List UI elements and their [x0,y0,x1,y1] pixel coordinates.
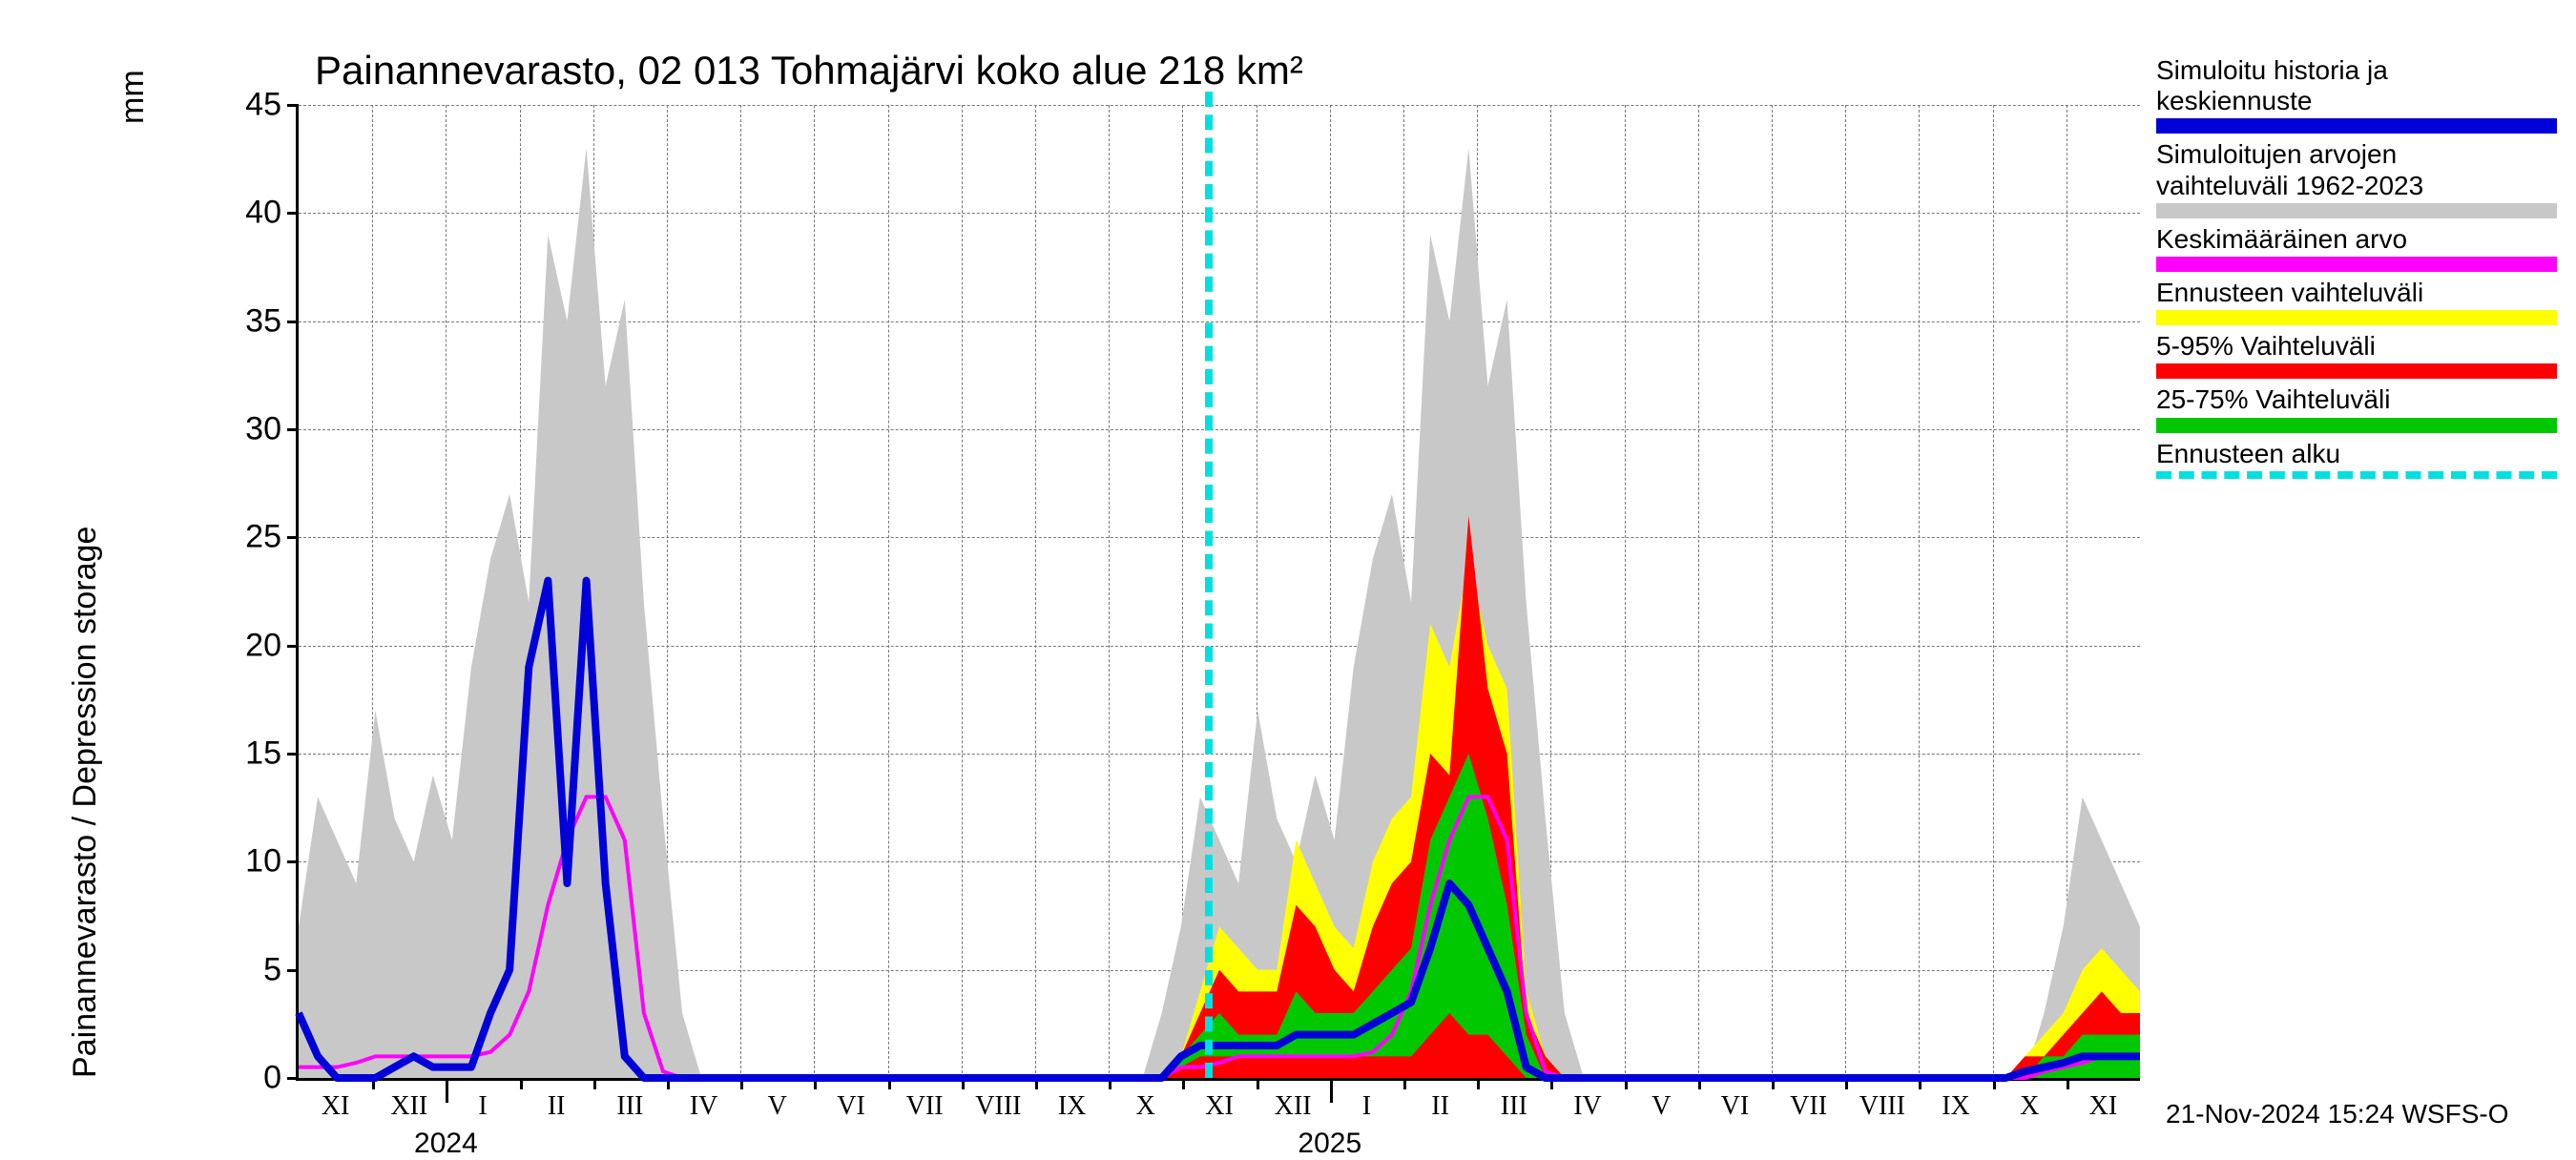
legend-swatch [2156,310,2557,325]
xtick-label: IX [1942,1078,1970,1122]
xtick-label: III [616,1078,643,1122]
legend-item-label: vaihteluväli 1962-2023 [2156,171,2557,201]
legend-item: 25-75% Vaihteluväli [2156,384,2557,432]
legend-item: Keskimääräinen arvo [2156,224,2557,272]
legend-item: Simuloitujen arvojenvaihteluväli 1962-20… [2156,139,2557,218]
xtick-mark [1257,1078,1259,1089]
footer-timestamp: 21-Nov-2024 15:24 WSFS-O [2166,1099,2509,1129]
xtick-label: I [1362,1078,1371,1122]
xtick-mark [1403,1078,1406,1089]
forecast-start-line [1205,92,1213,1078]
xtick-label: X [1136,1078,1155,1122]
xtick-label: VI [837,1078,865,1122]
plot-area: 051015202530354045XIXIIIIIIIIIVVVIVIIVII… [296,105,2140,1081]
xtick-year-label: 2025 [1298,1078,1361,1160]
chart-container: Painannevarasto, 02 013 Tohmajärvi koko … [0,0,2576,1145]
xtick-label: VII [1790,1078,1827,1122]
xtick-label: IV [690,1078,718,1122]
ytick-label: 10 [245,843,299,880]
xtick-label: II [548,1078,566,1122]
legend-item: 5-95% Vaihteluväli [2156,331,2557,379]
ytick-label: 40 [245,195,299,232]
xtick-mark [2067,1078,2069,1089]
legend-item-label: Simuloitujen arvojen [2156,139,2557,170]
xtick-label: II [1431,1078,1449,1122]
xtick-mark [1477,1078,1480,1089]
ytick-label: 45 [245,87,299,124]
legend-swatch [2156,118,2557,134]
legend-swatch [2156,363,2557,379]
legend: Simuloitu historia jakeskiennusteSimuloi… [2156,55,2557,485]
ytick-label: 0 [263,1060,299,1097]
legend-item: Ennusteen vaihteluväli [2156,278,2557,325]
xtick-label: V [1652,1078,1671,1122]
xtick-label: VII [906,1078,944,1122]
xtick-label: X [2020,1078,2039,1122]
legend-item-label: Ennusteen vaihteluväli [2156,278,2557,308]
xtick-label: IX [1058,1078,1087,1122]
legend-swatch [2156,203,2557,218]
xtick-mark [520,1078,523,1089]
legend-item: Ennusteen alku [2156,439,2557,479]
xtick-label: VIII [975,1078,1021,1122]
xtick-label: VIII [1859,1078,1905,1122]
xtick-label: XI [2089,1078,2118,1122]
ytick-label: 15 [245,735,299,773]
y-axis-unit: mm [114,70,152,124]
legend-item-label: 5-95% Vaihteluväli [2156,331,2557,362]
legend-swatch [2156,257,2557,272]
ytick-label: 20 [245,627,299,664]
xtick-mark [593,1078,596,1089]
ytick-label: 5 [263,951,299,988]
xtick-label: VI [1721,1078,1750,1122]
ytick-label: 25 [245,519,299,556]
layer-history-forecast-line [299,105,2140,1078]
legend-item-label: Ennusteen alku [2156,439,2557,469]
xtick-label: XI [1205,1078,1234,1122]
ytick-label: 30 [245,411,299,448]
legend-item-label: keskiennuste [2156,86,2557,116]
xtick-year-label: 2024 [414,1078,478,1160]
xtick-label: V [768,1078,787,1122]
legend-swatch [2156,418,2557,433]
legend-swatch [2156,471,2557,479]
y-axis-label: Painannevarasto / Depression storage [67,527,104,1078]
chart-title: Painannevarasto, 02 013 Tohmajärvi koko … [315,48,1303,93]
xtick-label: III [1501,1078,1527,1122]
legend-item-label: Simuloitu historia ja [2156,55,2557,86]
legend-item-label: 25-75% Vaihteluväli [2156,384,2557,415]
legend-item-label: Keskimääräinen arvo [2156,224,2557,255]
xtick-label: XI [322,1078,350,1122]
xtick-label: IV [1573,1078,1602,1122]
xtick-label: I [478,1078,487,1122]
ytick-label: 35 [245,302,299,340]
xtick-mark [1182,1078,1185,1089]
legend-item: Simuloitu historia jakeskiennuste [2156,55,2557,134]
